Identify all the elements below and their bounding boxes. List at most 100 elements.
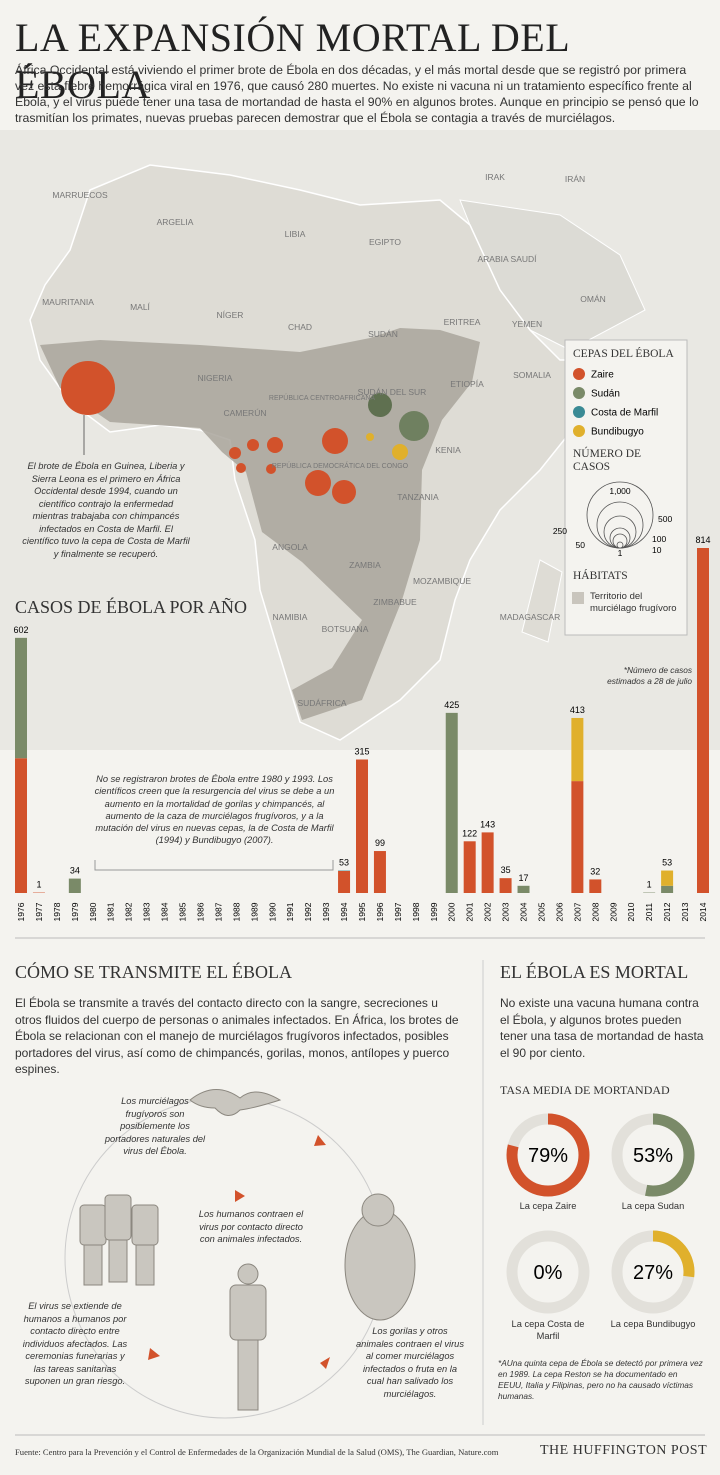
size-label: 50: [576, 540, 586, 550]
legend-swatch: [573, 406, 585, 418]
country-label: MALÍ: [130, 302, 150, 312]
x-tick-label: 2004: [519, 902, 529, 921]
arrow: [148, 1348, 160, 1360]
donut-caption: La cepa Zaire: [519, 1201, 577, 1211]
country-label: NIGERIA: [198, 373, 233, 383]
donut-value: 53%: [633, 1145, 673, 1167]
bar-segment: [445, 712, 458, 893]
donut-value: 0%: [534, 1262, 563, 1284]
intro: África Occidental está viviendo el prime…: [15, 63, 699, 125]
bar-segment: [481, 832, 494, 893]
bar-segment: [517, 885, 530, 893]
illustrations: [79, 1089, 416, 1411]
x-tick-label: 2007: [572, 902, 582, 921]
x-tick-label: 2001: [465, 902, 475, 921]
person: [104, 1194, 132, 1241]
country-label: BOTSUANA: [322, 624, 369, 634]
country-label: MADAGASCAR: [500, 612, 560, 622]
x-tick-label: 1999: [429, 902, 439, 921]
gap-bracket: [94, 860, 334, 871]
habitat-area: [40, 328, 480, 720]
x-tick-label: 1987: [213, 902, 223, 921]
bar-segment: [356, 759, 368, 893]
x-tick-label: 1996: [375, 902, 385, 921]
title: LA EXPANSIÓN MORTAL DEL ÉBOLA: [15, 15, 569, 107]
total-label: 17: [519, 873, 529, 883]
donut-footnote: *AUna quinta cepa de Ébola se detectó po…: [498, 1358, 703, 1401]
map-annotation: El brote de Ébola en Guinea, Liberia y S…: [22, 461, 190, 559]
legend-label: Zaire: [591, 370, 614, 381]
section-title: CÓMO SE TRANSMITE EL ÉBOLA: [15, 962, 293, 982]
country-label: MARRUECOS: [52, 190, 108, 200]
country-label: REPÚBLICA DEMOCRÁTICA DEL CONGO: [272, 461, 409, 470]
legend-label: Costa de Marfil: [591, 408, 658, 419]
total-label: 1: [647, 880, 652, 890]
donut-arc: [506, 1113, 590, 1197]
country-label: TANZANIA: [397, 492, 439, 502]
x-tick-label: 2005: [536, 902, 546, 921]
legend-box: [564, 339, 688, 636]
country-label: ZIMBABUE: [373, 597, 417, 607]
donut-track: [506, 1230, 590, 1314]
madagascar: [521, 559, 563, 643]
x-tick-label: 2000: [447, 902, 457, 921]
country-label: OMÁN: [580, 294, 606, 304]
x-tick-label: 1985: [178, 902, 188, 921]
donut-value: 27%: [633, 1262, 673, 1284]
cycle-arrows: [148, 1135, 330, 1369]
outbreak: [267, 437, 283, 453]
country-label: SUDÁN: [368, 329, 398, 339]
size-label: 500: [658, 514, 672, 524]
country-label: ANGOLA: [272, 542, 308, 552]
donut-title: TASA MEDIA DE MORTANDAD: [500, 1083, 670, 1097]
country-label: REPÚBLICA CENTROAFRICANA: [269, 393, 376, 402]
country-label: IRAK: [485, 172, 505, 182]
donut-arc: [611, 1113, 695, 1197]
x-tick-label: 2014: [698, 902, 708, 921]
country-label: SUDÁN DEL SUR: [358, 387, 427, 397]
bar-segment: [571, 717, 584, 782]
gorilla: [344, 1209, 416, 1321]
country-label: IRÁN: [565, 174, 585, 184]
country-label: ERITREA: [444, 317, 481, 327]
country-label: NAMIBIA: [273, 612, 308, 622]
country-label: ARGELIA: [157, 217, 194, 227]
size-label: 10: [652, 545, 662, 555]
outbreak: [332, 480, 356, 504]
x-tick-label: 1976: [16, 902, 26, 921]
person: [229, 1284, 267, 1341]
country-label: CAMERÚN: [224, 408, 267, 418]
country-label: SOMALIA: [513, 370, 551, 380]
x-tick-label: 1979: [70, 902, 80, 921]
bar-segment: [68, 878, 81, 893]
legend-swatch: [573, 368, 585, 380]
x-tick-label: 2003: [501, 902, 511, 921]
person: [131, 1204, 159, 1246]
person-legs: [108, 1239, 128, 1283]
donut-caption: La cepa Bundibugyo: [610, 1319, 696, 1329]
outbreak: [266, 464, 276, 474]
section-text: No existe una vacuna humana contra el Éb…: [500, 996, 704, 1060]
country-label: SUDÁFRICA: [297, 698, 346, 708]
country-label: ETIOPÍA: [450, 379, 484, 389]
total-label: 315: [354, 746, 369, 756]
x-tick-label: 2011: [644, 903, 654, 922]
cases-title: NÚMERO DE CASOS: [573, 448, 642, 473]
size-label: 100: [652, 534, 666, 544]
total-label: 35: [501, 865, 511, 875]
x-tick-label: 1997: [393, 902, 403, 921]
bat: [189, 1089, 282, 1116]
country-label: KENIA: [435, 445, 461, 455]
bar-segment: [15, 758, 27, 893]
x-tick-label: 2002: [483, 902, 493, 921]
x-tick-label: 1978: [52, 902, 62, 921]
habitat-label: Territorio del murciélago frugívoro: [590, 591, 677, 614]
donut-arc: [611, 1230, 695, 1314]
country-label: YEMEN: [512, 319, 542, 329]
total-label: 122: [462, 828, 477, 838]
total-label: 99: [375, 838, 385, 848]
x-tick-label: 2008: [590, 902, 600, 921]
legend-label: Sudán: [591, 389, 620, 400]
x-tick-label: 2009: [608, 902, 618, 921]
x-tick-label: 1986: [195, 902, 205, 921]
